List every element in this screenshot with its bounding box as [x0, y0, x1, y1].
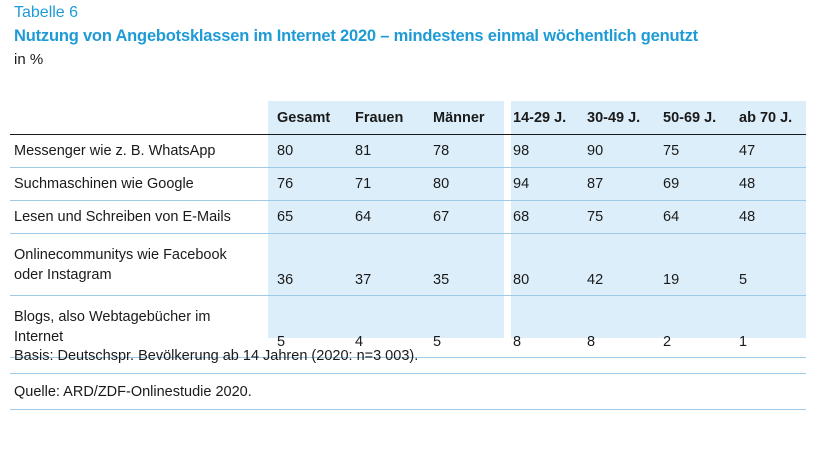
table-row: Suchmaschinen wie Google 76 71 80 94 87 …: [10, 167, 806, 201]
cell-value: 78: [424, 134, 504, 168]
row-label: Blogs, also Webtagebücher im Internet: [10, 295, 268, 358]
data-table-container: Gesamt Frauen Männer 14-29 J. 30-49 J. 5…: [10, 101, 806, 358]
cell-value: 71: [346, 167, 424, 201]
cell-value: 37: [346, 233, 424, 296]
header-cell-blank: [10, 101, 268, 135]
row-label: Lesen und Schreiben von E-Mails: [10, 200, 268, 234]
cell-value: 64: [654, 200, 730, 234]
header-30-49: 30-49 J.: [578, 101, 654, 135]
cell-value: 94: [504, 167, 578, 201]
cell-value: 65: [268, 200, 346, 234]
cell-value: 36: [268, 233, 346, 296]
header-ab-70: ab 70 J.: [730, 101, 806, 135]
cell-value: 8: [504, 295, 578, 358]
cell-value: 4: [346, 295, 424, 358]
table-label: Tabelle 6: [14, 4, 79, 21]
cell-value: 19: [654, 233, 730, 296]
table-row: Onlinecommunitys wie Facebook oder Instag…: [10, 233, 806, 296]
cell-value: 81: [346, 134, 424, 168]
cell-value: 48: [730, 167, 806, 201]
cell-value: 47: [730, 134, 806, 168]
cell-value: 80: [424, 167, 504, 201]
cell-value: 2: [654, 295, 730, 358]
cell-value: 98: [504, 134, 578, 168]
cell-value: 67: [424, 200, 504, 234]
row-label: Messenger wie z. B. WhatsApp: [10, 134, 268, 168]
header-50-69: 50-69 J.: [654, 101, 730, 135]
basis-note: Basis: Deutschspr. Bevölkerung ab 14 Jah…: [14, 348, 419, 364]
row-label: Suchmaschinen wie Google: [10, 167, 268, 201]
cell-value: 75: [578, 200, 654, 234]
table-title: Nutzung von Angebotsklassen im Internet …: [14, 27, 698, 45]
row-label: Onlinecommunitys wie Facebook oder Instag…: [10, 233, 268, 296]
cell-value: 87: [578, 167, 654, 201]
data-table: Gesamt Frauen Männer 14-29 J. 30-49 J. 5…: [10, 101, 806, 358]
table-row: Blogs, also Webtagebücher im Internet 5 4…: [10, 295, 806, 358]
header-row: Gesamt Frauen Männer 14-29 J. 30-49 J. 5…: [10, 101, 806, 135]
cell-value: 5: [730, 233, 806, 296]
cell-value: 90: [578, 134, 654, 168]
cell-value: 42: [578, 233, 654, 296]
unit-label: in %: [14, 51, 44, 68]
cell-value: 80: [268, 134, 346, 168]
cell-value: 48: [730, 200, 806, 234]
cell-value: 80: [504, 233, 578, 296]
table-row: Messenger wie z. B. WhatsApp 80 81 78 98…: [10, 134, 806, 168]
header-maenner: Männer: [424, 101, 504, 135]
header-frauen: Frauen: [346, 101, 424, 135]
cell-value: 8: [578, 295, 654, 358]
divider: [10, 409, 806, 410]
source-note: Quelle: ARD/ZDF-Onlinestudie 2020.: [14, 384, 252, 400]
header-14-29: 14-29 J.: [504, 101, 578, 135]
cell-value: 1: [730, 295, 806, 358]
table-row: Lesen und Schreiben von E-Mails 65 64 67…: [10, 200, 806, 234]
cell-value: 69: [654, 167, 730, 201]
cell-value: 5: [424, 295, 504, 358]
divider: [10, 373, 806, 374]
cell-value: 64: [346, 200, 424, 234]
cell-value: 5: [268, 295, 346, 358]
cell-value: 68: [504, 200, 578, 234]
cell-value: 75: [654, 134, 730, 168]
header-gesamt: Gesamt: [268, 101, 346, 135]
cell-value: 35: [424, 233, 504, 296]
cell-value: 76: [268, 167, 346, 201]
